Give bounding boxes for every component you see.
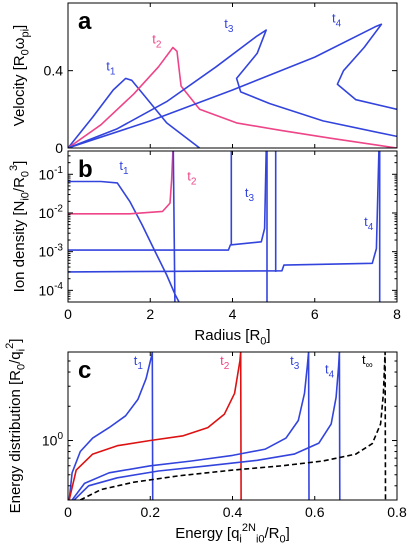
- annotation-t2: t2: [152, 32, 162, 51]
- series-t3: [71, 352, 310, 500]
- series-t1: [68, 180, 180, 302]
- panel-letter: a: [78, 8, 92, 35]
- y-tick-label: 0: [55, 140, 63, 156]
- annotation-t1: t1: [119, 158, 129, 177]
- series-t2: [68, 352, 242, 500]
- x-tick-label: 0: [64, 306, 72, 322]
- x-tick-label: 6: [311, 306, 319, 322]
- panel-letter: c: [78, 357, 91, 384]
- y-tick-label: 10-2: [39, 204, 64, 221]
- annotation-t4: t4: [325, 361, 335, 380]
- annotation-t∞: t∞: [362, 352, 373, 371]
- annotation-t3: t3: [290, 353, 300, 372]
- series-t4: [68, 151, 380, 273]
- x-tick-label: 2: [146, 306, 154, 322]
- y-axis-label: Velocity [R0ωpi]: [11, 25, 32, 126]
- series-t_inf: [79, 352, 387, 500]
- x-tick-label: 4: [229, 306, 237, 322]
- x-tick-label: 0.4: [223, 504, 243, 520]
- panel-letter: b: [78, 156, 93, 183]
- annotation-t2: t2: [220, 353, 230, 372]
- series-t3: [68, 29, 397, 148]
- annotation-t2: t2: [187, 168, 197, 187]
- axes-frame: [67, 150, 398, 303]
- panel-a: 0 0.4 t1 t2 t3 t4 a Velocity [R0ωpi]: [11, 2, 398, 156]
- x-tick-label: 0.8: [387, 504, 407, 520]
- series-t1: [68, 352, 154, 500]
- annotation-t3: t3: [245, 185, 255, 204]
- x-tick-label: 0.2: [141, 504, 161, 520]
- y-axis-label: Energy distribution [R0/qi2]: [4, 339, 27, 514]
- annotation-t1: t1: [106, 59, 116, 78]
- y-tick-label: 10-1: [39, 165, 64, 182]
- x-axis-label: Radius [R0]: [194, 327, 270, 348]
- series-group: [68, 151, 381, 302]
- series-t2: [68, 151, 174, 215]
- x-tick-label: 8: [393, 306, 401, 322]
- y-tick-label: 10-4: [39, 281, 64, 298]
- series-t3: [68, 151, 267, 251]
- y-tick-label: 0.4: [44, 63, 64, 79]
- series-t2: [68, 46, 397, 148]
- annotation-t4: t4: [364, 214, 374, 233]
- x-tick-label: 0: [64, 504, 72, 520]
- series-t2-tail: [172, 151, 176, 302]
- annotation-t3: t3: [224, 16, 234, 35]
- x-axis-label: Energy [qi2Ni0/R0]: [175, 522, 290, 545]
- series-t1: [68, 77, 201, 148]
- y-tick-label: 10-3: [39, 242, 64, 259]
- panel-c: 0 0.2 0.4 0.6 0.8 100 t1 t2 t3 t4 t∞ c Energy [qi2Ni…: [4, 339, 407, 546]
- x-tick-label: 0.6: [305, 504, 325, 520]
- annotation-t1: t1: [134, 353, 144, 372]
- series-group: [68, 352, 387, 500]
- series-group: [68, 23, 397, 148]
- y-axis-label: Ion density [Ni0/R03]: [8, 161, 31, 293]
- panel-b: 0 2 4 6 8 10-1 10-2 10-3 10-4 t1 t2 t3 t4 b Radius [R0…: [8, 150, 401, 348]
- series-t4: [73, 352, 341, 500]
- y-tick-label: 100: [42, 431, 64, 448]
- series-t4: [68, 23, 397, 148]
- annotation-t4: t4: [332, 10, 342, 29]
